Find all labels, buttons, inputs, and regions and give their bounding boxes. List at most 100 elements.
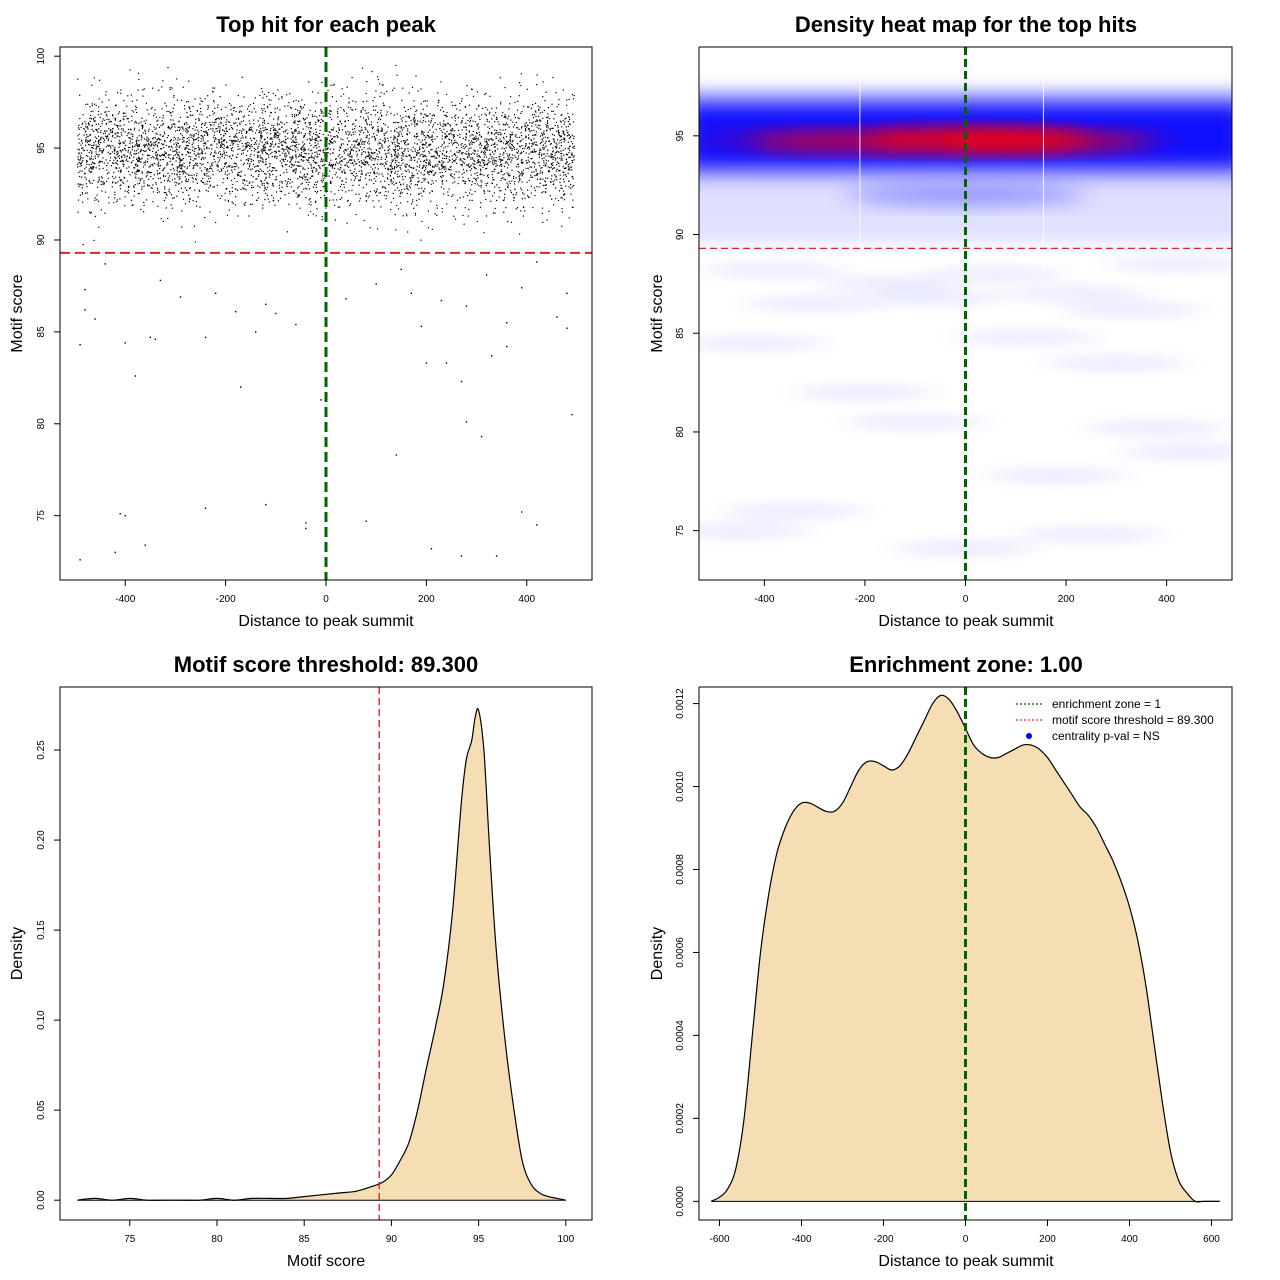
- scatter-point: [108, 144, 110, 147]
- scatter-point: [140, 139, 142, 141]
- scatter-point: [472, 95, 475, 97]
- scatter-point: [444, 123, 446, 125]
- scatter-point: [495, 112, 497, 114]
- scatter-point: [434, 173, 436, 175]
- scatter-point: [516, 109, 519, 111]
- scatter-point: [293, 132, 295, 134]
- scatter-point: [279, 128, 281, 130]
- scatter-point: [132, 204, 134, 206]
- scatter-point: [260, 138, 262, 140]
- scatter-point: [158, 142, 160, 144]
- scatter-point: [272, 182, 274, 184]
- scatter-point: [162, 144, 164, 146]
- scatter-point: [173, 150, 175, 152]
- scatter-point: [329, 105, 331, 107]
- scatter-point: [481, 158, 483, 160]
- scatter-point: [107, 151, 109, 154]
- scatter-point: [181, 226, 183, 228]
- scatter-point: [173, 197, 175, 199]
- scatter-point: [166, 164, 168, 166]
- scatter-point: [339, 146, 341, 148]
- scatter-point: [155, 152, 157, 154]
- scatter-point: [460, 100, 463, 102]
- scatter-point: [133, 185, 135, 187]
- scatter-point: [147, 145, 149, 147]
- scatter-point: [152, 163, 154, 165]
- scatter-point: [153, 137, 155, 139]
- scatter-point: [375, 180, 377, 182]
- scatter-point: [197, 196, 199, 198]
- scatter-point: [194, 164, 196, 166]
- scatter-point: [418, 187, 420, 190]
- scatter-point: [414, 125, 416, 127]
- scatter-point: [547, 107, 549, 109]
- scatter-point: [365, 92, 367, 95]
- scatter-point: [102, 157, 104, 159]
- scatter-point: [109, 157, 112, 159]
- scatter-point: [189, 199, 191, 201]
- scatter-point: [111, 186, 113, 188]
- scatter-point: [175, 142, 177, 144]
- scatter-point: [235, 118, 237, 120]
- scatter-point: [260, 130, 262, 132]
- scatter-point: [383, 134, 385, 136]
- scatter-point: [118, 128, 120, 130]
- scatter-point: [468, 131, 470, 133]
- scatter-point: [212, 121, 214, 123]
- scatter-point: [261, 112, 263, 114]
- scatter-point: [506, 142, 508, 144]
- scatter-point: [316, 153, 318, 155]
- scatter-point: [367, 116, 369, 118]
- scatter-point: [77, 127, 80, 129]
- scatter-point: [322, 173, 324, 175]
- scatter-point: [202, 158, 205, 160]
- scatter-point: [472, 134, 474, 136]
- scatter-point: [194, 158, 196, 160]
- scatter-point: [196, 172, 198, 175]
- scatter-point: [248, 182, 250, 184]
- scatter-point: [199, 206, 201, 208]
- scatter-point: [341, 189, 343, 191]
- scatter-point: [569, 136, 571, 139]
- scatter-point: [367, 161, 369, 163]
- scatter-point: [483, 161, 485, 164]
- scatter-point: [119, 198, 121, 200]
- scatter-point: [147, 143, 150, 145]
- scatter-point: [340, 143, 342, 145]
- scatter-point: [229, 155, 231, 157]
- scatter-point: [530, 176, 532, 178]
- scatter-point: [322, 186, 324, 188]
- scatter-point: [520, 151, 523, 153]
- scatter-point: [411, 86, 414, 88]
- scatter-point: [441, 207, 443, 210]
- scatter-point: [98, 128, 100, 130]
- scatter-point: [333, 140, 335, 142]
- scatter-point: [290, 163, 292, 165]
- scatter-point: [197, 129, 199, 131]
- scatter-point: [534, 120, 537, 123]
- scatter-point: [474, 191, 476, 193]
- scatter-point: [394, 129, 396, 131]
- scatter-point: [305, 176, 307, 178]
- scatter-point: [565, 163, 567, 165]
- scatter-point: [536, 186, 538, 188]
- scatter-point: [256, 129, 258, 131]
- scatter-point: [210, 177, 212, 179]
- scatter-point: [471, 88, 473, 90]
- scatter-point: [151, 144, 153, 146]
- scatter-point: [479, 174, 481, 176]
- scatter-point: [302, 168, 304, 170]
- scatter-point: [542, 81, 544, 83]
- scatter-point: [428, 159, 431, 161]
- scatter-point: [112, 115, 114, 117]
- scatter-point: [373, 170, 375, 172]
- scatter-point: [173, 139, 175, 141]
- scatter-point: [475, 137, 478, 139]
- scatter-point: [452, 144, 454, 146]
- scatter-point: [370, 114, 372, 116]
- scatter-point: [77, 163, 79, 165]
- scatter-point: [373, 136, 375, 138]
- scatter-point: [562, 89, 564, 91]
- scatter-point: [177, 154, 179, 156]
- scatter-point: [453, 153, 455, 155]
